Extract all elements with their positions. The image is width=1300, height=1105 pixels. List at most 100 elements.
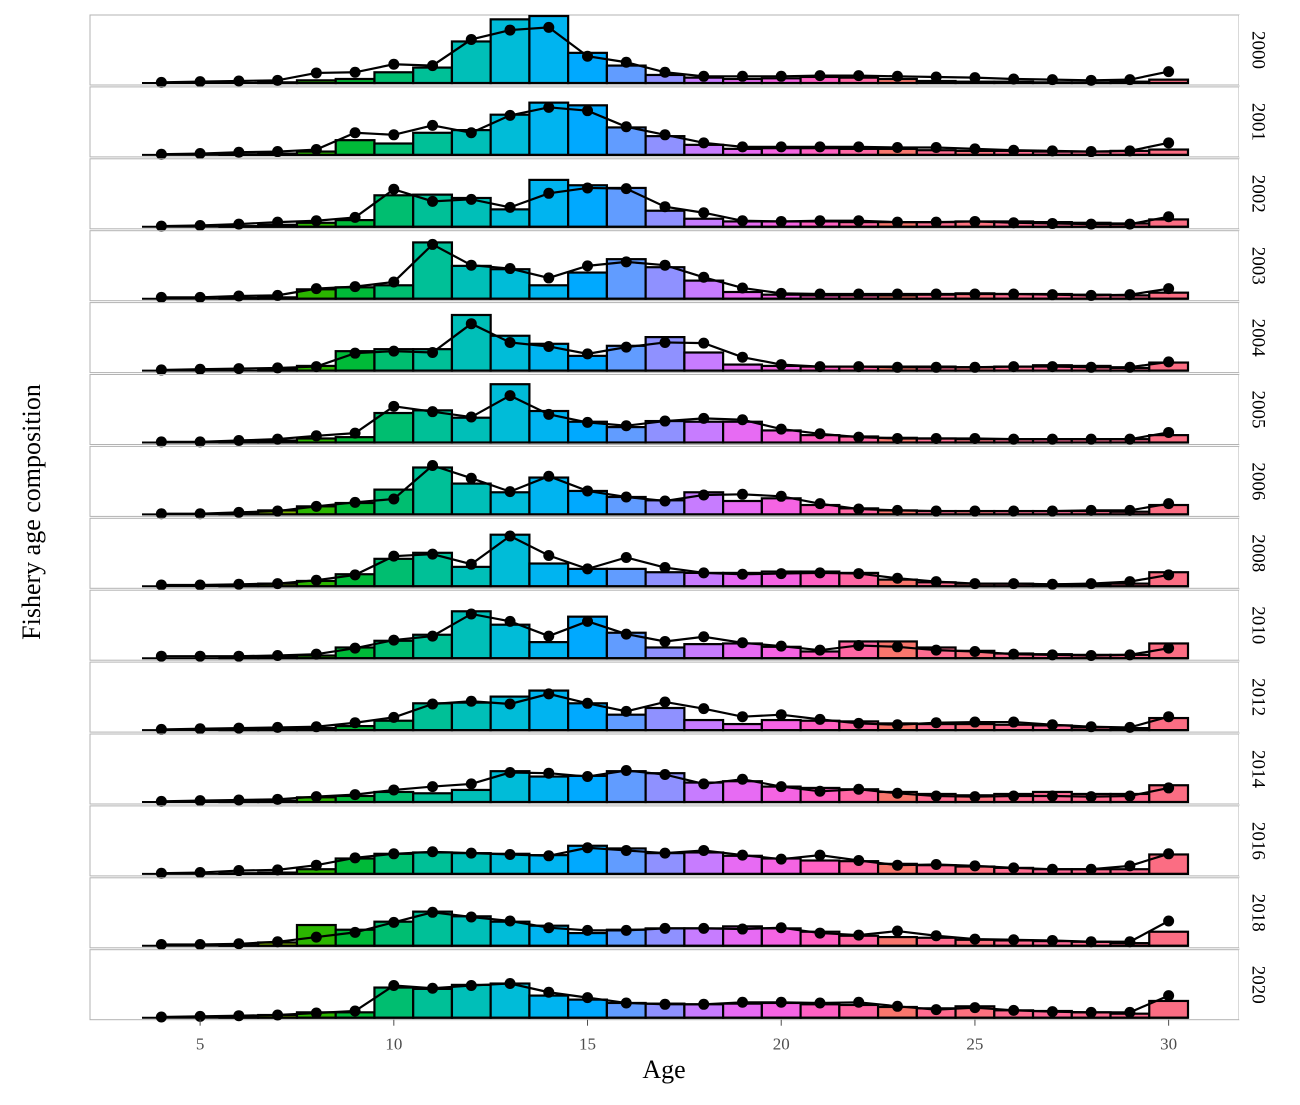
expected-point [582,563,594,575]
expected-point [1163,356,1175,368]
expected-point [349,569,361,581]
expected-point [891,216,903,228]
expected-point [349,347,361,359]
expected-point [233,865,245,877]
bar [450,565,492,588]
expected-point [427,982,439,994]
expected-point [465,911,477,923]
expected-point [814,288,826,300]
expected-point [891,719,903,731]
expected-point [1163,990,1175,1002]
expected-point [775,215,787,227]
expected-point [1008,934,1020,946]
expected-point [775,70,787,82]
expected-point [1085,863,1097,875]
expected-point [582,697,594,709]
bar [683,351,725,372]
expected-point [853,431,865,443]
strip-label-2006: 2006 [1248,462,1269,500]
expected-point [775,423,787,435]
expected-point [310,283,322,295]
expected-point [659,998,671,1010]
expected-point [736,923,748,935]
expected-point [1046,145,1058,157]
bar [412,131,454,156]
expected-point [1163,283,1175,295]
expected-point [582,416,594,428]
expected-point [736,773,748,785]
expected-point [1085,791,1097,803]
x-tick-label: 25 [966,1035,983,1054]
expected-point [1124,145,1136,157]
expected-point [233,1010,245,1022]
expected-point [310,144,322,156]
expected-point [349,852,361,864]
strip-background [1239,518,1276,589]
expected-point [427,195,439,207]
expected-point [698,703,710,715]
expected-point [1046,289,1058,301]
expected-point [1046,74,1058,86]
expected-point [465,259,477,271]
expected-point [155,938,167,950]
x-tick-label: 30 [1160,1035,1177,1054]
panel-2004: 2004 [89,302,1276,376]
bar [644,646,686,660]
expected-point [930,142,942,154]
expected-point [969,361,981,373]
expected-point [272,216,284,228]
strip-label-2012: 2012 [1248,678,1269,716]
x-tick-label: 20 [773,1035,790,1054]
expected-point [349,427,361,439]
strip-background [1239,374,1276,445]
expected-point [853,929,865,941]
expected-point [969,716,981,728]
expected-point [543,549,555,561]
expected-point [620,491,632,503]
expected-point [233,722,245,734]
expected-point [659,847,671,859]
expected-point [504,767,516,779]
expected-point [194,219,206,231]
expected-point [853,141,865,153]
expected-point [969,933,981,945]
expected-point [465,608,477,620]
expected-point [349,496,361,508]
expected-point [1124,860,1136,872]
expected-point [698,271,710,283]
expected-point [155,364,167,376]
expected-point [814,141,826,153]
expected-point [582,485,594,497]
expected-point [775,490,787,502]
expected-point [272,362,284,374]
expected-point [504,263,516,275]
expected-point [194,867,206,879]
expected-point [427,698,439,710]
bar [373,411,415,444]
expected-point [349,789,361,801]
expected-point [659,922,671,934]
expected-point [620,765,632,777]
expected-point [736,488,748,500]
expected-point [814,849,826,861]
expected-point [272,650,284,662]
expected-point [155,291,167,303]
expected-point [233,146,245,158]
expected-point [891,859,903,871]
expected-point [1008,144,1020,156]
expected-point [1046,1006,1058,1018]
strip-background [1239,302,1276,373]
expected-point [891,787,903,799]
expected-point [310,721,322,733]
expected-point [388,784,400,796]
expected-point [194,795,206,807]
expected-point [853,639,865,651]
expected-point [582,50,594,62]
expected-point [233,506,245,518]
expected-point [930,71,942,83]
expected-point [698,137,710,149]
expected-point [891,504,903,516]
expected-point [1124,289,1136,301]
expected-point [853,996,865,1008]
expected-point [504,486,516,498]
